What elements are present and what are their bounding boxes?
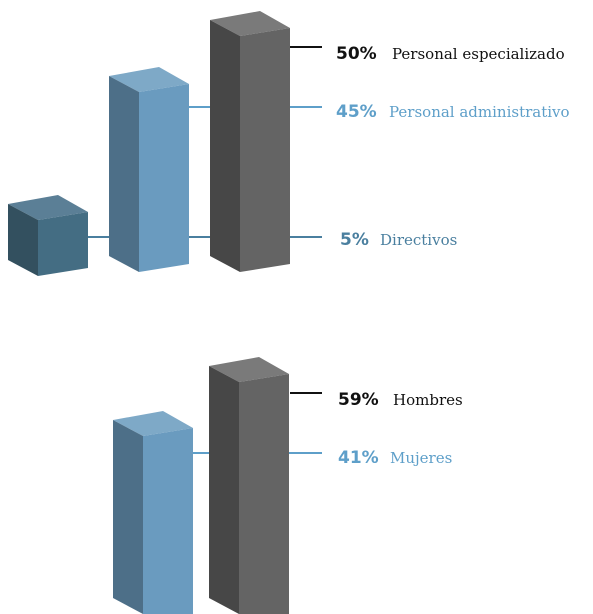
bar-especializado-front <box>240 28 290 272</box>
bar-directivos-top <box>8 195 88 220</box>
chart2-labels: 59% Hombres 41% Mujeres <box>338 390 463 468</box>
label-mujeres: Mujeres <box>390 449 452 467</box>
bar-especializado-top <box>210 11 290 36</box>
pct-mujeres: 41% <box>338 448 379 468</box>
bar-hombres <box>209 357 289 614</box>
bar-especializado <box>210 11 290 272</box>
bar-administrativo-top <box>109 67 189 92</box>
bar-directivos <box>8 195 88 276</box>
bar-mujeres-top <box>113 411 193 436</box>
bar-mujeres-front <box>143 428 193 614</box>
pct-especializado: 50% <box>336 44 377 64</box>
bar-especializado-left <box>210 20 240 272</box>
pct-hombres: 59% <box>338 390 379 410</box>
label-especializado: Personal especializado <box>392 45 565 63</box>
bar-administrativo-left <box>109 76 139 272</box>
bar-hombres-front <box>239 374 289 614</box>
bar-mujeres-left <box>113 420 143 614</box>
pct-administrativo: 45% <box>336 102 377 122</box>
bar-administrativo <box>109 67 189 272</box>
bar-mujeres <box>113 411 193 614</box>
pct-directivos: 5% <box>340 230 369 250</box>
bar-directivos-front <box>38 212 88 276</box>
label-administrativo: Personal administrativo <box>389 103 570 121</box>
bar-directivos-left <box>8 204 38 276</box>
bar-hombres-top <box>209 357 289 382</box>
bar-administrativo-front <box>139 84 189 272</box>
bar-hombres-left <box>209 366 239 614</box>
label-hombres: Hombres <box>393 391 463 409</box>
chart1-labels: 50% Personal especializado 45% Personal … <box>336 44 570 250</box>
label-directivos: Directivos <box>380 231 457 249</box>
